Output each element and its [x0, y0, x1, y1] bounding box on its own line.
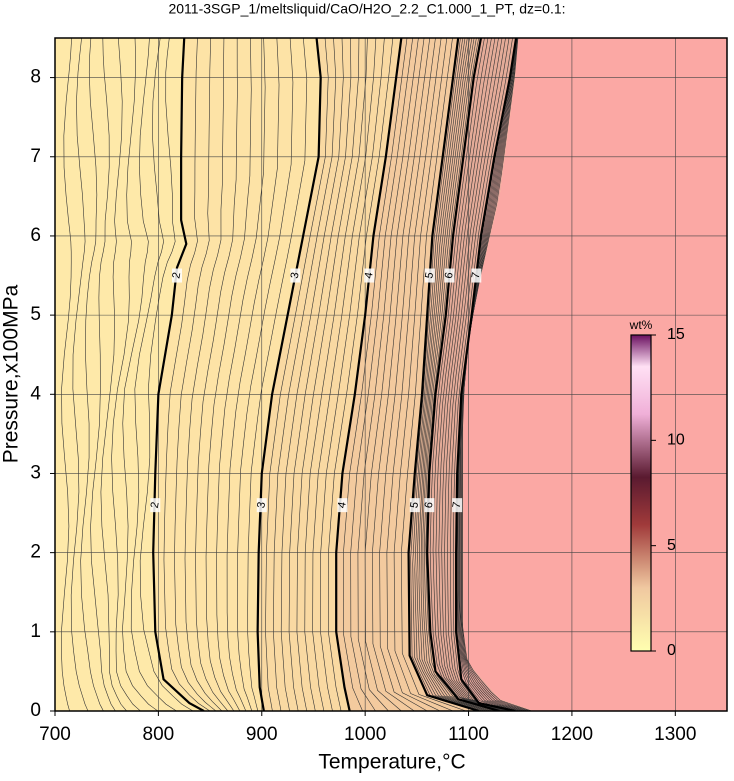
minor-contour: [195, 38, 238, 711]
contour-label-bg: [171, 268, 182, 283]
y-tick-label: 6: [30, 225, 41, 246]
x-tick-label: 1100: [448, 724, 489, 745]
minor-contour: [416, 38, 488, 711]
minor-contour: [70, 38, 89, 711]
minor-contour: [412, 38, 484, 711]
minor-contour: [122, 38, 158, 711]
contour-label: 5: [423, 271, 436, 279]
minor-contour: [424, 38, 496, 711]
x-tick-label: 1200: [551, 724, 593, 745]
x-axis-label: Temperature,°C: [318, 751, 465, 774]
region-fill: [463, 38, 727, 711]
x-tick-label: 1000: [344, 724, 386, 745]
x-tick-label: 800: [143, 724, 175, 745]
minor-contour: [184, 38, 225, 711]
contour-label: 4: [363, 271, 376, 279]
minor-contour: [450, 38, 513, 711]
contour-label-bg: [150, 498, 161, 513]
contour-label-bg: [424, 268, 435, 283]
contour-label: 4: [336, 501, 349, 509]
y-axis-label: Pressure,x100MPa: [0, 284, 23, 463]
y-tick-label: 7: [30, 146, 41, 167]
y-tick-label: 0: [30, 700, 41, 721]
y-tick-label: 2: [30, 542, 41, 563]
minor-contour: [418, 38, 490, 711]
y-tick-label: 1: [30, 621, 41, 642]
minor-contour: [414, 38, 486, 711]
colorbar-tick-label: 5: [667, 537, 676, 554]
minor-contour: [61, 38, 72, 711]
minor-contour: [216, 38, 266, 711]
contour-label-bg: [424, 498, 435, 513]
contour-band: [408, 38, 500, 711]
contour-band: [153, 38, 321, 711]
x-tick-label: 700: [39, 724, 71, 745]
contour-label: 3: [255, 501, 268, 509]
contour-label-bg: [444, 268, 455, 283]
contour-label-bg: [337, 498, 348, 513]
colorbar-tick-label: 15: [667, 326, 685, 343]
x-tick-label: 900: [246, 724, 278, 745]
minor-contour: [130, 38, 177, 711]
minor-contour: [435, 38, 505, 711]
minor-contour: [139, 38, 194, 711]
contour-line: [335, 38, 403, 711]
colorbar-tick-label: 0: [667, 642, 676, 659]
minor-contour: [462, 38, 532, 711]
contour-line: [455, 38, 518, 711]
contour-band: [336, 38, 479, 711]
contour-line: [426, 38, 500, 711]
minor-contour: [444, 38, 509, 711]
contour-label-bg: [256, 498, 267, 513]
minor-contour: [90, 38, 116, 711]
contour-label: 7: [451, 501, 464, 509]
contour-label: 2: [149, 501, 162, 509]
minor-contour: [441, 38, 508, 711]
contour-label: 6: [423, 501, 436, 509]
minor-contour: [422, 38, 494, 711]
plot-frame: [54, 37, 728, 712]
contour-line: [407, 38, 480, 711]
contour-line: [256, 38, 322, 711]
colorbar: [630, 334, 652, 652]
minor-contour: [80, 38, 104, 711]
minor-contour: [452, 38, 514, 711]
colorbar-label: wt%: [629, 318, 653, 332]
y-tick-label: 3: [30, 462, 41, 483]
contour-band: [427, 38, 517, 711]
contour-label-bg: [364, 268, 375, 283]
contour-label: 2: [170, 271, 183, 279]
minor-contour: [425, 38, 498, 711]
minor-contour: [111, 38, 141, 711]
minor-contour: [410, 38, 482, 711]
minor-contour: [100, 38, 127, 711]
y-tick-label: 5: [30, 304, 41, 325]
contour-label: 3: [289, 271, 302, 279]
y-tick-label: 4: [30, 383, 41, 404]
minor-contour: [174, 38, 217, 711]
contour-label: 6: [443, 271, 456, 279]
minor-contour: [237, 38, 294, 711]
contour-label: 7: [470, 271, 483, 279]
minor-contour: [420, 38, 492, 711]
colorbar-tick-label: 10: [667, 432, 685, 449]
contour-label-bg: [290, 268, 301, 283]
minor-contour: [247, 38, 308, 711]
minor-contour: [447, 38, 511, 711]
minor-contour: [163, 38, 211, 711]
minor-contour: [432, 38, 503, 711]
contour-label-bg: [471, 268, 482, 283]
contour-label: 5: [408, 501, 421, 509]
contour-label-bg: [409, 498, 420, 513]
chart-title: 2011-3SGP_1/meltsliquid/CaO/H2O_2.2_C1.0…: [168, 1, 565, 17]
minor-contour: [438, 38, 506, 711]
x-tick-label: 1300: [654, 724, 696, 745]
contour-line: [152, 38, 205, 711]
y-tick-label: 8: [30, 67, 41, 88]
contour-label-bg: [452, 498, 463, 513]
minor-contour: [205, 38, 252, 711]
minor-contour: [226, 38, 280, 711]
